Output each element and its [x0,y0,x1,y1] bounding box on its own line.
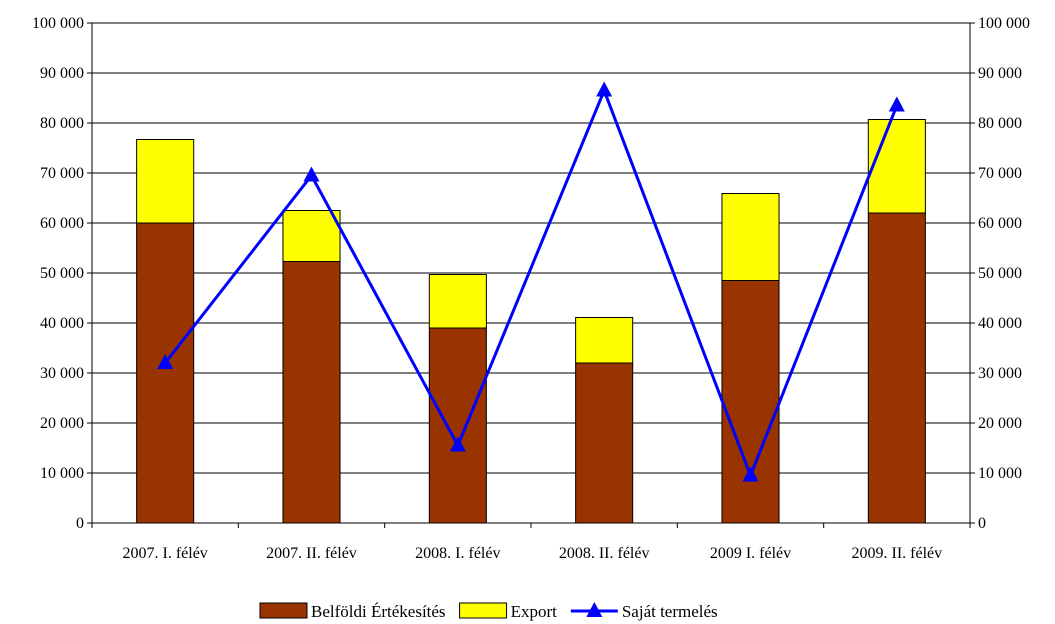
bar [428,327,487,524]
y-tick-label-left: 80 000 [40,115,84,132]
y-tick-label-right: 100 000 [978,15,1030,32]
legend-swatch [259,602,308,619]
bar [721,193,780,281]
legend-label: Belföldi Értékesítés [311,602,446,621]
bar [136,222,195,524]
line-point [449,436,466,452]
y-tick-label-right: 10 000 [978,465,1022,482]
y-tick-label-left: 20 000 [40,415,84,432]
line-point [742,466,759,482]
y-tick-label-left: 100 000 [32,15,84,32]
legend-swatch [459,602,508,619]
y-tick-label-right: 20 000 [978,415,1022,432]
x-tick-label: 2009. II. félév [852,545,943,562]
y-axis-left-tick-labels: 0 10 000 20 000 30 000 40 000 50 000 60 000 70 … [32,15,84,532]
x-tick-label: 2008. I. félév [415,545,500,562]
x-tick-label: 2009 I. félév [710,545,791,562]
bar [575,362,634,524]
axes [91,23,971,528]
y-tick-label-left: 90 000 [40,65,84,82]
y-tick-label-right: 0 [978,515,986,532]
grid-lines [87,22,975,524]
y-tick-label-left: 40 000 [40,315,84,332]
y-tick-label-right: 40 000 [978,315,1022,332]
y-tick-label-right: 50 000 [978,265,1022,282]
bar [282,210,341,262]
legend-label: Export [511,602,558,621]
legend-marker [586,602,603,617]
line-point [157,354,174,369]
series-line [163,86,899,480]
y-tick-label-right: 80 000 [978,115,1022,132]
y-tick-label-left: 0 [76,515,84,532]
line-point [596,81,613,97]
bar [282,261,341,524]
x-tick-label: 2008. II. félév [559,545,650,562]
y-tick-label-right: 60 000 [978,215,1022,232]
y-tick-label-left: 30 000 [40,365,84,382]
x-tick-label: 2007. I. félév [123,545,208,562]
y-tick-label-right: 30 000 [978,365,1022,382]
y-tick-label-right: 70 000 [978,165,1022,182]
line-series [157,81,905,482]
y-tick-label-left: 70 000 [40,165,84,182]
x-axis-tick-labels: 2007. I. félév 2007. II. félév 2008. I. fé… [123,545,943,562]
x-tick-label: 2007. II. félév [266,545,357,562]
bars [136,119,926,524]
y-axis-right-tick-labels: 0 10 000 20 000 30 000 40 000 50 000 60 000 70 … [978,15,1030,532]
line-point [303,166,320,182]
y-tick-label-left: 10 000 [40,465,84,482]
line-point [888,96,905,112]
bar [867,119,926,214]
y-tick-label-left: 60 000 [40,215,84,232]
bar [428,274,487,329]
y-tick-label-right: 90 000 [978,65,1022,82]
bar [575,317,634,364]
bar [721,280,780,524]
legend-label: Saját termelés [622,602,718,621]
y-tick-label-left: 50 000 [40,265,84,282]
bar [136,139,195,224]
bar [867,212,926,524]
legend: Belföldi Értékesítés Export Saját termelés [259,602,718,621]
